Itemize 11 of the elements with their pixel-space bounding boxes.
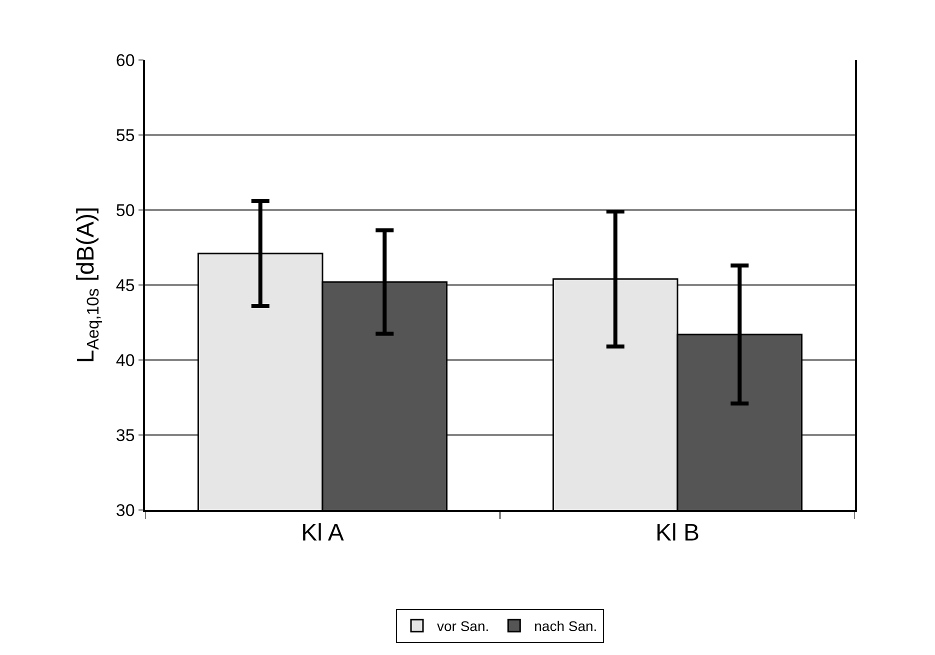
y-tick-label: 60 <box>116 50 135 70</box>
y-tick-label: 55 <box>116 126 135 145</box>
x-tick-label: Kl A <box>301 520 344 547</box>
y-tick-label: 50 <box>116 200 135 220</box>
legend-label: nach San. <box>534 618 598 634</box>
y-tick-label: 45 <box>116 276 135 295</box>
legend-label: vor San. <box>437 618 490 634</box>
x-tick-label: Kl B <box>655 520 700 547</box>
y-tick-label: 40 <box>116 350 135 370</box>
y-tick-label: 30 <box>116 500 135 520</box>
y-tick-label: 35 <box>116 426 135 445</box>
